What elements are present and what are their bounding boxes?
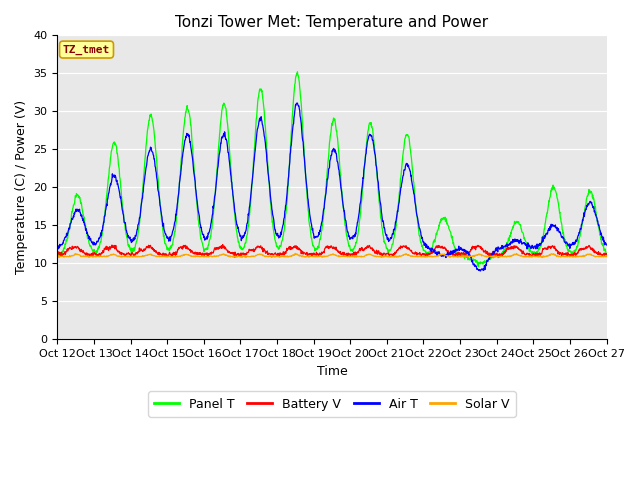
Panel T (417, 241, 425, 247)
Battery V (230, 254, 238, 260)
Battery V (54, 252, 61, 258)
Solar V (163, 254, 170, 260)
Panel T (603, 251, 611, 257)
Air T (490, 249, 497, 254)
Battery V (163, 251, 170, 257)
Solar V (539, 255, 547, 261)
Panel T (163, 243, 170, 249)
Title: Tonzi Tower Met: Temperature and Power: Tonzi Tower Met: Temperature and Power (175, 15, 488, 30)
Panel T (237, 244, 244, 250)
Line: Battery V: Battery V (58, 245, 607, 257)
Air T (54, 248, 61, 253)
Text: TZ_tmet: TZ_tmet (63, 45, 110, 55)
Air T (538, 238, 546, 244)
Air T (477, 268, 484, 274)
Legend: Panel T, Battery V, Air T, Solar V: Panel T, Battery V, Air T, Solar V (148, 391, 516, 417)
Battery V (418, 252, 426, 258)
Battery V (238, 252, 246, 258)
Panel T (474, 264, 482, 270)
Solar V (538, 254, 545, 260)
Battery V (175, 246, 183, 252)
Solar V (54, 253, 61, 259)
Panel T (538, 240, 546, 245)
Panel T (54, 251, 61, 256)
Air T (417, 233, 425, 239)
Solar V (237, 254, 244, 260)
Solar V (417, 254, 425, 260)
Line: Air T: Air T (58, 103, 607, 271)
Solar V (291, 251, 299, 256)
Air T (293, 100, 301, 106)
Panel T (294, 69, 301, 75)
Air T (175, 180, 183, 185)
Battery V (538, 250, 546, 255)
Solar V (175, 253, 183, 259)
Y-axis label: Temperature (C) / Power (V): Temperature (C) / Power (V) (15, 100, 28, 275)
Battery V (490, 252, 497, 258)
Air T (603, 242, 611, 248)
Battery V (219, 242, 227, 248)
Line: Panel T: Panel T (58, 72, 607, 267)
Line: Solar V: Solar V (58, 253, 607, 258)
Battery V (603, 252, 611, 258)
Panel T (490, 255, 497, 261)
Air T (163, 233, 170, 239)
Panel T (175, 179, 183, 185)
Solar V (490, 253, 497, 259)
X-axis label: Time: Time (317, 365, 348, 378)
Solar V (603, 253, 611, 259)
Air T (237, 233, 244, 239)
